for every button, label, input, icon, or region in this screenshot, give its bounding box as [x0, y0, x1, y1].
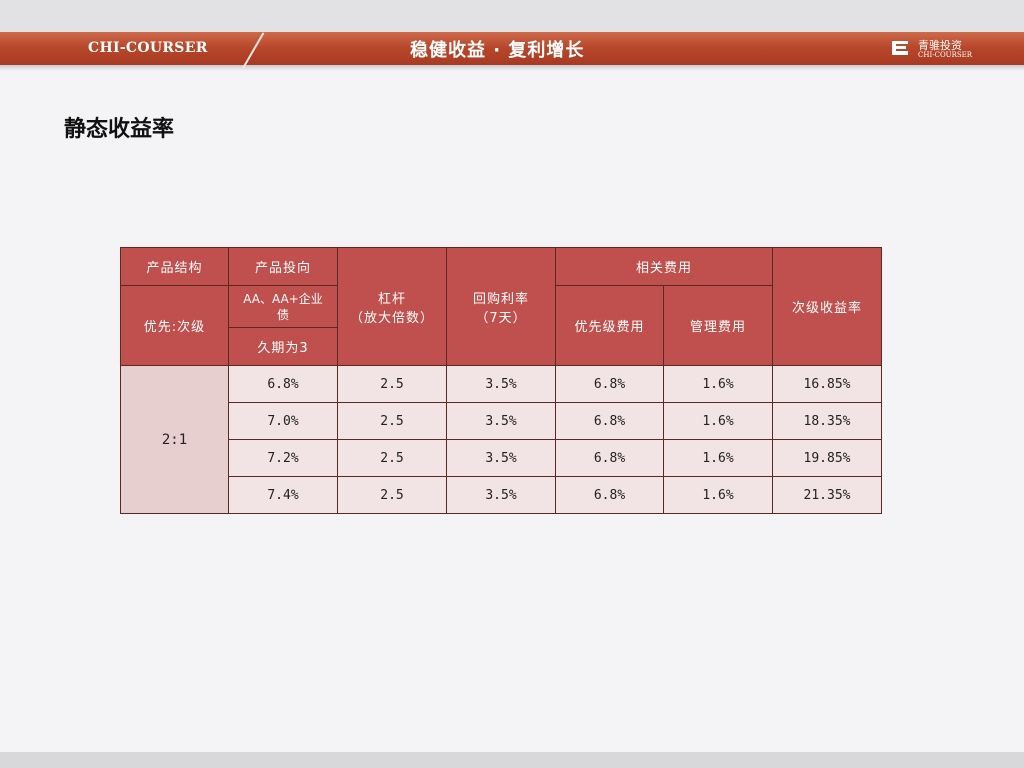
cell-leverage: 2.5	[337, 402, 447, 440]
header-fees: 相关费用	[554, 247, 774, 286]
cell-management-fee: 1.6%	[662, 365, 774, 403]
cell-repo-rate: 3.5%	[446, 476, 556, 514]
header-row-2: 优先:次级 AA、AA+企业 债 优先级费用 管理费用	[120, 285, 882, 366]
cell-repo-rate: 3.5%	[446, 439, 556, 477]
header-duration: 久期为3	[228, 327, 338, 366]
cell-sub-yield: 18.35%	[772, 402, 883, 440]
bottom-strip	[0, 752, 1024, 768]
header-direction: 产品投向	[228, 247, 338, 286]
ratio-cell: 2:1	[120, 365, 229, 514]
cell-repo-rate: 3.5%	[446, 402, 556, 440]
header-priority-ratio: 优先:次级	[120, 285, 229, 366]
cell-bond-yield: 7.4%	[228, 476, 338, 514]
table-row: 2:1 6.8% 2.5 3.5% 6.8% 1.6% 16.85%	[120, 365, 883, 514]
cell-repo-rate: 3.5%	[446, 365, 556, 403]
cell-leverage: 2.5	[337, 365, 447, 403]
cell-priority-fee: 6.8%	[555, 439, 664, 477]
page-title: 静态收益率	[64, 117, 175, 142]
cell-bond-yield: 7.0%	[228, 402, 338, 440]
cell-priority-fee: 6.8%	[555, 476, 664, 514]
header-management-fee: 管理费用	[662, 285, 774, 366]
header-row-3: 久期为3	[121, 327, 882, 366]
cell-bond-yield: 6.8%	[228, 365, 338, 403]
company-logo-icon	[892, 41, 908, 55]
cell-sub-yield: 16.85%	[772, 365, 883, 403]
cell-leverage: 2.5	[337, 476, 447, 514]
cell-management-fee: 1.6%	[662, 402, 774, 440]
header-sub-yield: 次级收益率	[772, 247, 883, 366]
table-row: 7.2% 2.5 3.5% 6.8% 1.6% 19.85%	[121, 439, 883, 477]
yield-table: 产品结构 产品投向 杠杆 （放大倍数） 回购利率 （7天） 相关费用 次级收益率…	[120, 247, 883, 514]
logo-text-cn: 青骓投资	[918, 39, 962, 52]
cell-management-fee: 1.6%	[662, 439, 774, 477]
logo-text-en: CHI-COURSER	[918, 51, 973, 59]
cell-bond-yield: 7.2%	[228, 439, 338, 477]
table-row: 7.4% 2.5 3.5% 6.8% 1.6% 21.35%	[121, 476, 883, 514]
header-banner	[0, 32, 1024, 65]
table-row: 7.0% 2.5 3.5% 6.8% 1.6% 18.35%	[121, 402, 883, 440]
cell-priority-fee: 6.8%	[555, 402, 664, 440]
cell-sub-yield: 21.35%	[772, 476, 883, 514]
header-row-1: 产品结构 产品投向 杠杆 （放大倍数） 回购利率 （7天） 相关费用 次级收益率	[120, 247, 883, 366]
brand-name: CHI-COURSER	[88, 40, 208, 56]
header-structure: 产品结构	[120, 247, 229, 286]
header-leverage: 杠杆 （放大倍数）	[337, 247, 447, 366]
cell-priority-fee: 6.8%	[555, 365, 664, 403]
slogan: 稳健收益 · 复利增长	[410, 40, 585, 61]
top-strip	[0, 0, 1024, 32]
header-priority-fee: 优先级费用	[555, 285, 664, 366]
header-bonds: AA、AA+企业 债	[228, 285, 338, 328]
header-repo-rate: 回购利率 （7天）	[446, 247, 556, 366]
banner-shadow	[0, 65, 1024, 71]
cell-management-fee: 1.6%	[662, 476, 774, 514]
cell-sub-yield: 19.85%	[772, 439, 883, 477]
cell-leverage: 2.5	[337, 439, 447, 477]
